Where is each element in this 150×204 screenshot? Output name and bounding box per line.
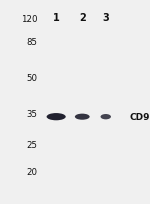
Text: 85: 85 bbox=[27, 38, 38, 47]
Text: CD9: CD9 bbox=[130, 113, 150, 122]
Text: 120: 120 bbox=[21, 15, 38, 24]
Ellipse shape bbox=[47, 113, 66, 121]
Text: 3: 3 bbox=[102, 13, 109, 23]
Ellipse shape bbox=[100, 114, 111, 120]
Text: 35: 35 bbox=[27, 110, 38, 119]
Text: 2: 2 bbox=[79, 13, 86, 23]
Text: 50: 50 bbox=[27, 74, 38, 83]
Ellipse shape bbox=[75, 114, 90, 120]
Text: 25: 25 bbox=[27, 140, 38, 149]
Text: 20: 20 bbox=[27, 167, 38, 176]
Text: 1: 1 bbox=[53, 13, 60, 23]
